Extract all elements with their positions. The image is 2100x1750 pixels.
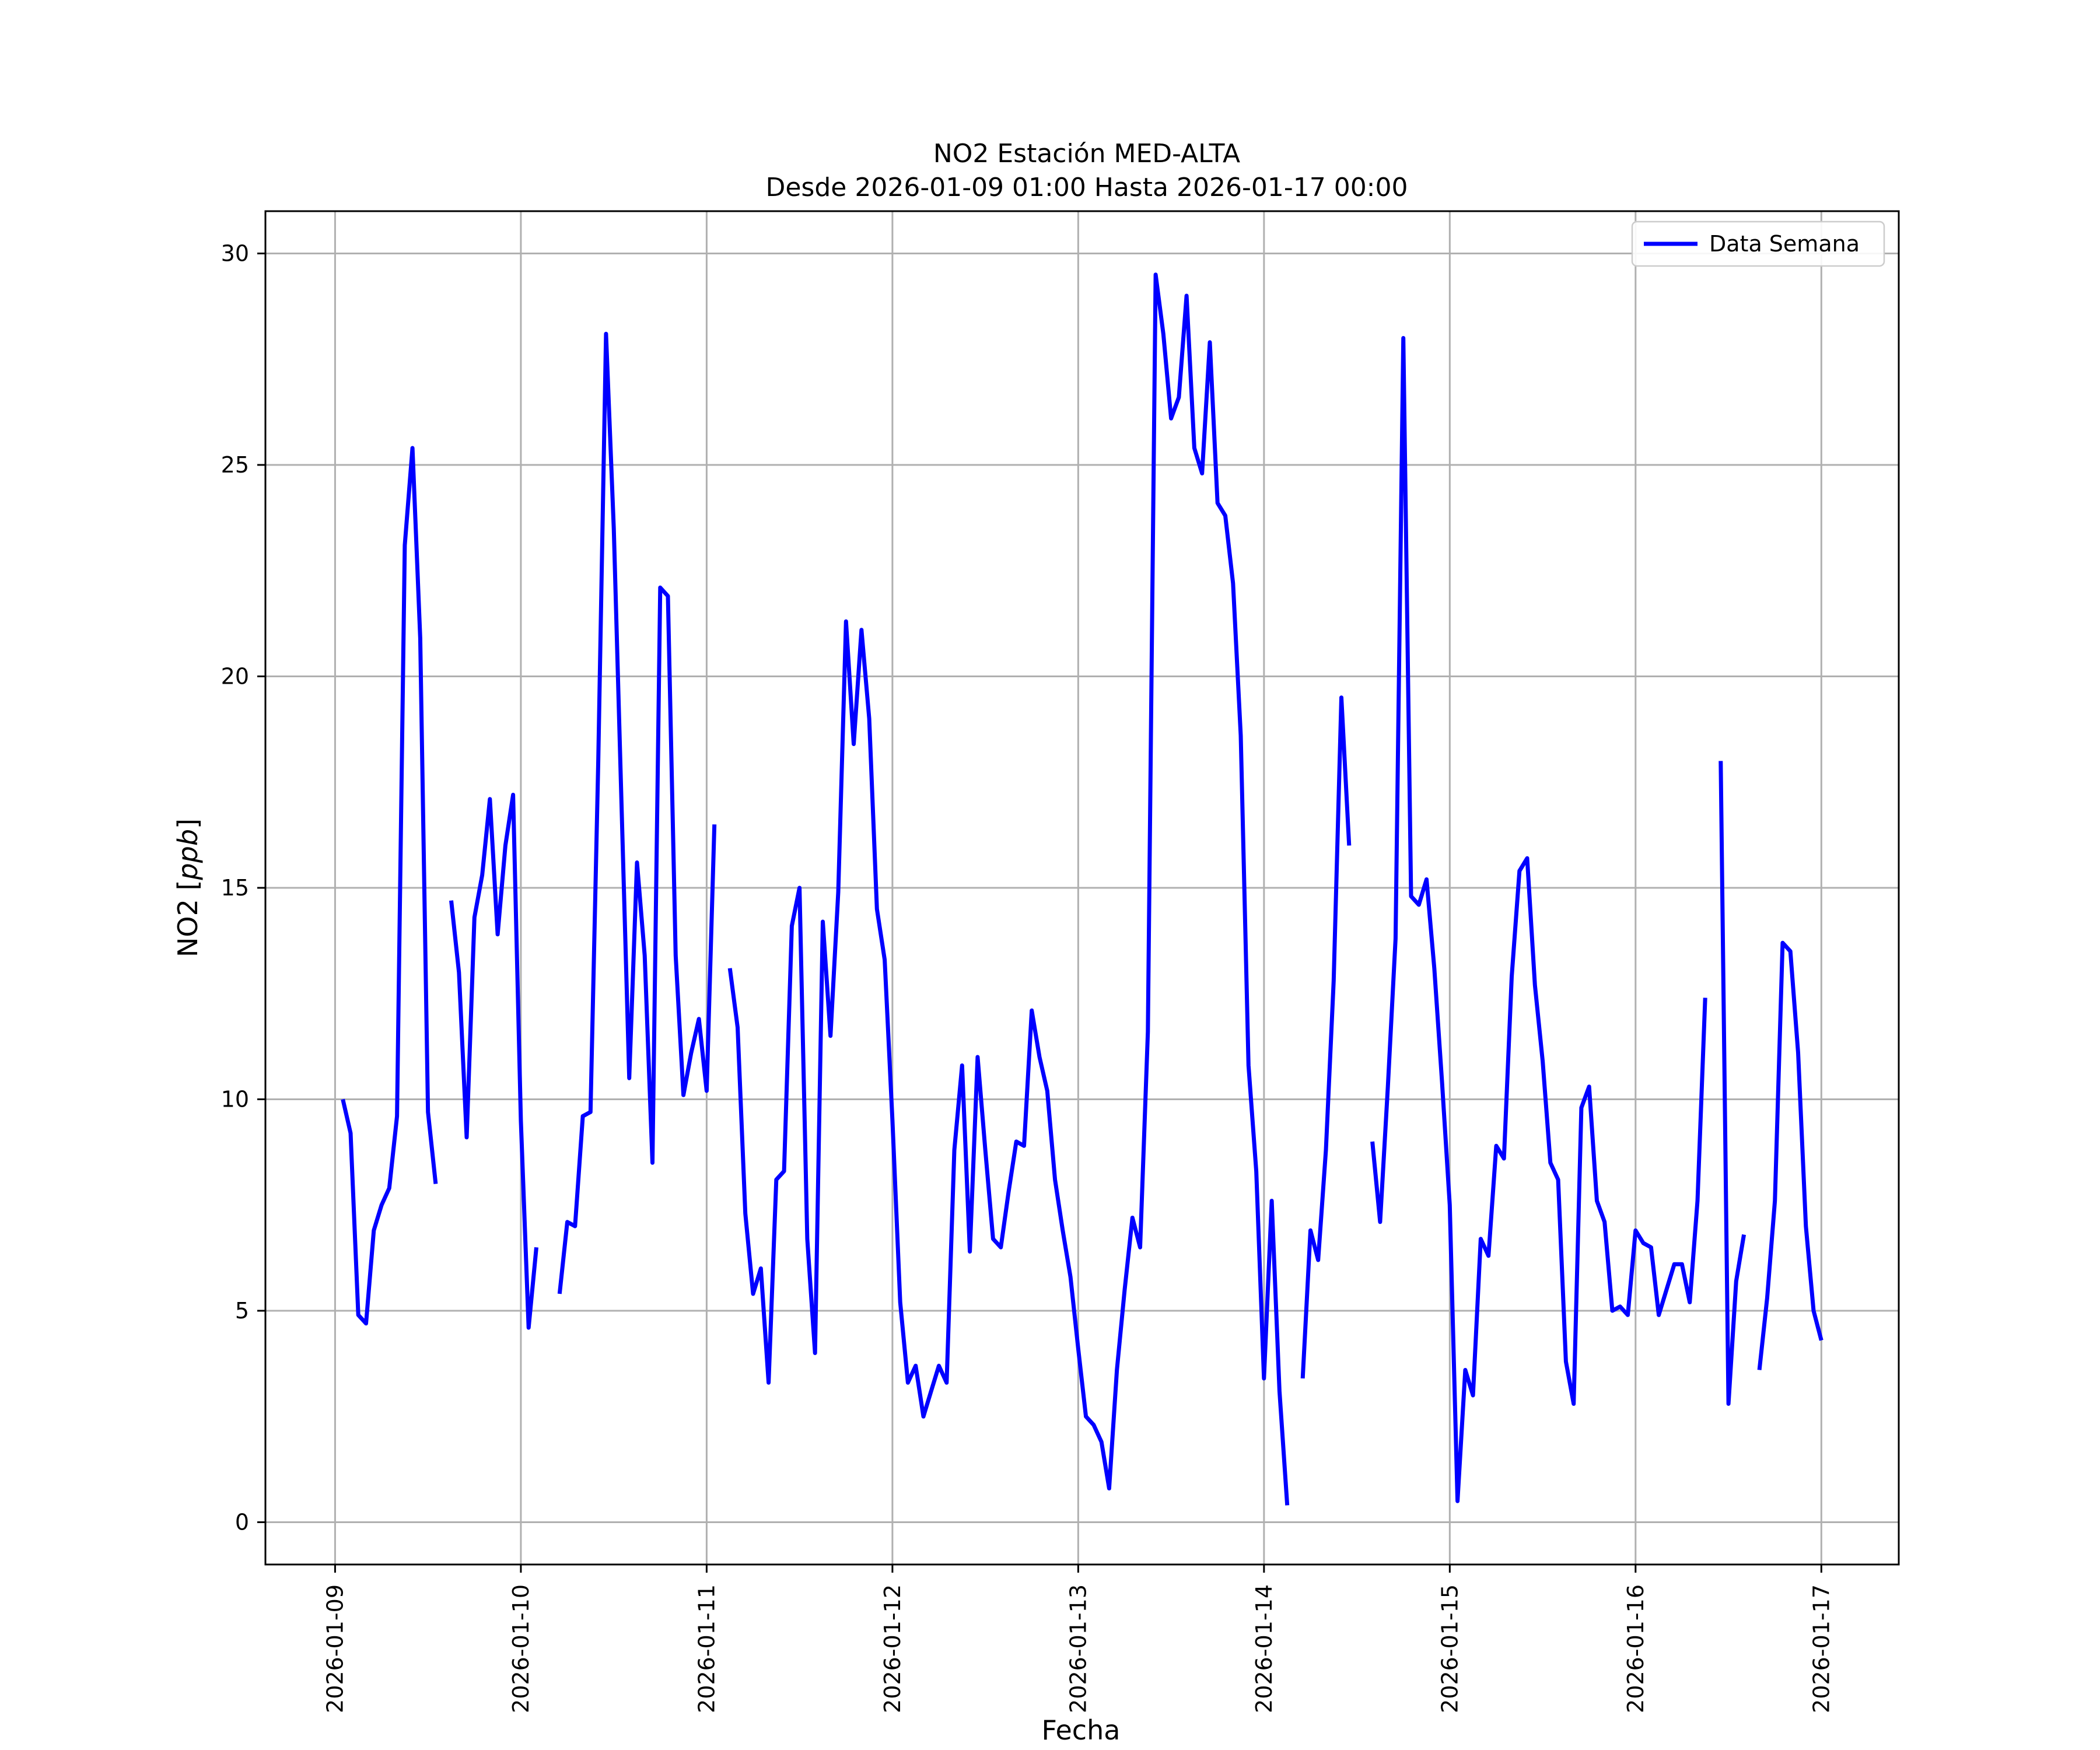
x-tick-label: 2026-01-13	[1065, 1584, 1091, 1713]
series-segment	[1718, 761, 1746, 1406]
y-axis-label-close: ]	[172, 818, 204, 829]
y-axis-ticks: 0 5 10 15 20 25 30	[221, 241, 265, 1535]
y-axis-label-text: NO2 [	[172, 880, 204, 957]
y-tick-label: 25	[221, 452, 249, 478]
y-tick-label: 5	[235, 1298, 249, 1324]
y-axis-label-unit: ppb	[172, 829, 204, 881]
chart-title: NO2 Estación MED-ALTA	[933, 139, 1240, 169]
series-segment	[557, 331, 717, 1294]
legend-box	[1631, 220, 1885, 267]
legend-label: Data Semana	[1709, 231, 1860, 257]
y-axis-label: NO2 [ppb]	[172, 818, 204, 957]
x-tick-label: 2026-01-10	[508, 1584, 534, 1713]
series-segment	[1370, 336, 1707, 1503]
x-tick-label: 2026-01-17	[1808, 1584, 1834, 1713]
y-tick-label: 30	[221, 241, 249, 267]
series-segment	[1757, 940, 1824, 1370]
data-line	[341, 272, 1824, 1506]
y-tick-label: 15	[221, 875, 249, 901]
y-tick-label: 10	[221, 1087, 249, 1112]
x-axis-ticks: 2026-01-09 2026-01-10 2026-01-11 2026-01-12…	[322, 1564, 1834, 1713]
x-tick-label: 2026-01-16	[1623, 1584, 1648, 1713]
series-segment	[341, 446, 438, 1326]
series-segment	[1300, 695, 1352, 1379]
x-tick-label: 2026-01-11	[694, 1584, 719, 1713]
legend: Data Semana	[1631, 220, 1885, 267]
x-tick-label: 2026-01-09	[322, 1584, 348, 1713]
x-tick-label: 2026-01-15	[1437, 1584, 1462, 1713]
y-tick-label: 0	[235, 1510, 249, 1535]
x-tick-label: 2026-01-12	[880, 1584, 905, 1713]
y-tick-label: 20	[221, 664, 249, 690]
series-segment	[727, 272, 1290, 1506]
x-axis-label: Fecha	[1042, 1714, 1121, 1746]
x-tick-label: 2026-01-14	[1251, 1584, 1277, 1713]
chart-subtitle: Desde 2026-01-09 01:00 Hasta 2026-01-17 …	[765, 173, 1408, 202]
series-segment	[449, 793, 538, 1330]
